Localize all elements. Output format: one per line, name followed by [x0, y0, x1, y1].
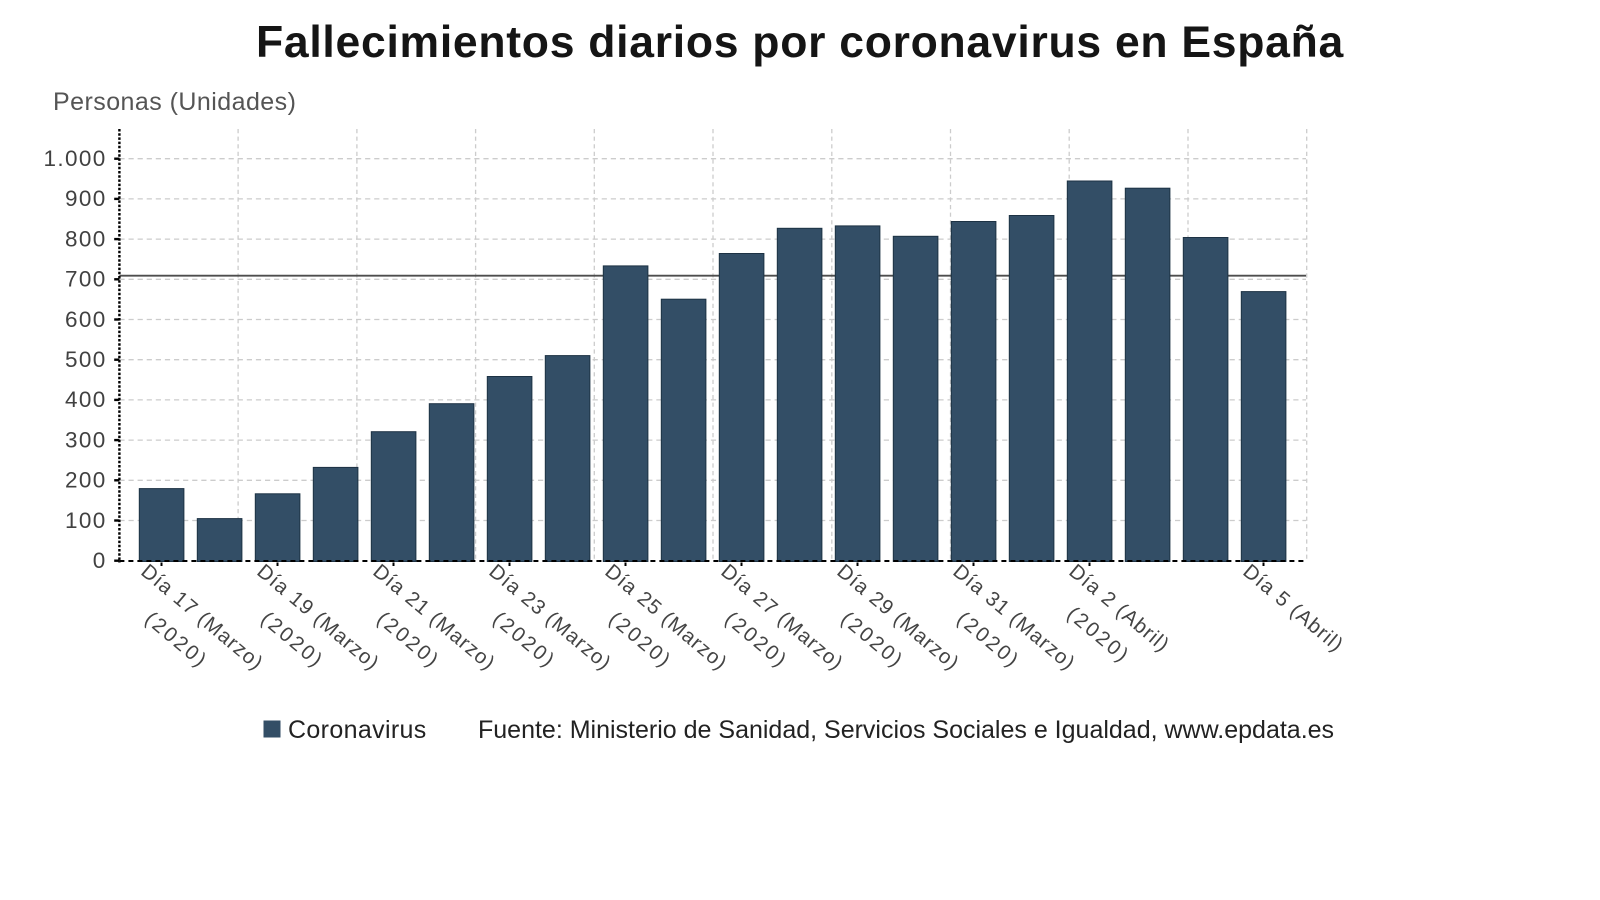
svg-text:Coronavirus: Coronavirus — [288, 716, 427, 744]
svg-text:800: 800 — [65, 226, 107, 251]
svg-text:400: 400 — [65, 387, 107, 412]
svg-text:900: 900 — [65, 186, 107, 211]
svg-text:500: 500 — [65, 347, 107, 372]
svg-text:600: 600 — [65, 307, 107, 332]
svg-text:Fallecimientos diarios por cor: Fallecimientos diarios por coronavirus e… — [256, 18, 1345, 67]
svg-text:Fuente: Ministerio de Sanidad,: Fuente: Ministerio de Sanidad, Servicios… — [478, 716, 1334, 744]
svg-text:0: 0 — [93, 548, 107, 573]
svg-text:100: 100 — [65, 508, 107, 533]
svg-text:1.000: 1.000 — [44, 146, 107, 171]
svg-text:700: 700 — [65, 267, 107, 292]
svg-text:300: 300 — [65, 427, 107, 452]
svg-text:200: 200 — [65, 468, 107, 493]
svg-text:Personas (Unidades): Personas (Unidades) — [53, 88, 296, 116]
